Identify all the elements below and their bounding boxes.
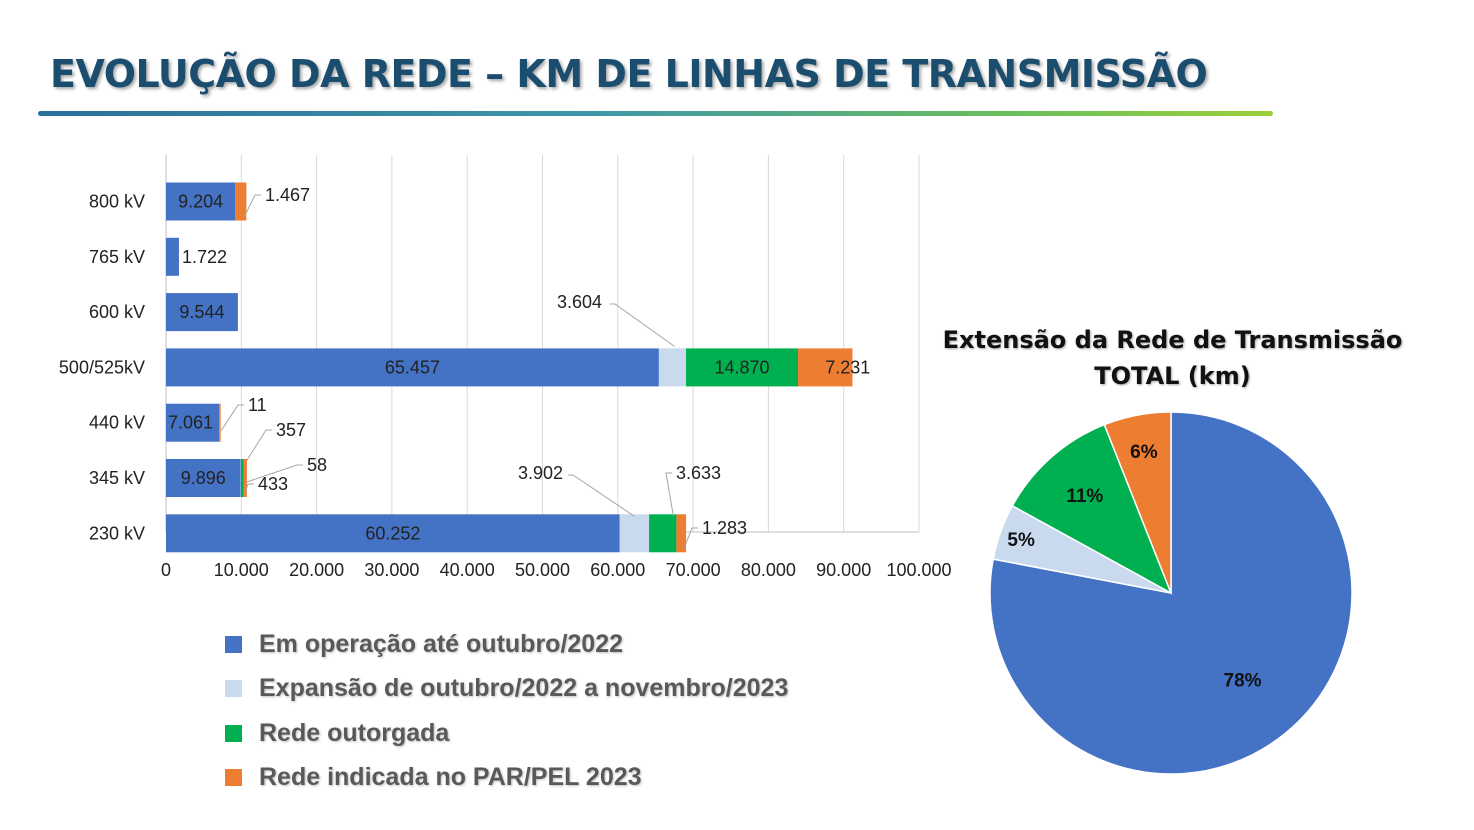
pie-title-line1: Extensão da Rede de Transmissão [942,326,1403,354]
y-category-label: 440 kV [89,413,145,433]
y-category-label: 800 kV [89,192,145,212]
leader-line [243,429,272,466]
bar-segment [166,459,241,497]
data-label: 60.252 [365,523,420,543]
bar-segment [166,293,238,332]
legend-label-par-pel: Rede indicada no PAR/PEL 2023 [259,763,642,792]
data-label: 65.457 [385,357,440,377]
data-label: 9.896 [181,468,226,488]
bar-segment [166,237,179,276]
leader-line [243,194,261,217]
leader-line [610,303,675,347]
data-label: 9.204 [178,192,223,212]
bar-segment [166,514,620,553]
legend-swatch-par-pel [225,769,242,787]
x-tick-label: 80.000 [741,560,796,580]
legend-swatch-outorgada [225,724,242,742]
bar-segment [686,348,799,387]
leader-line [665,472,674,517]
data-label: 1.283 [702,518,747,538]
page-title: EVOLUÇÃO DA REDE – KM DE LINHAS DE TRANS… [50,52,1208,96]
bar-segment [243,459,247,497]
data-label: 3.604 [557,292,602,312]
leader-line [220,404,244,431]
x-tick-label: 20.000 [289,560,344,580]
pie-chart: 78% 5% 11% 6% [989,411,1353,775]
pie-slice [1103,411,1172,594]
pie-slice-label: 6% [1130,442,1158,463]
data-label: 9.544 [179,302,224,322]
data-label: 14.870 [714,357,769,377]
pie-slice-label: 11% [1066,486,1103,507]
legend-swatch-expansao [225,680,242,698]
bar-segment [166,348,659,387]
bar-segment [219,403,221,442]
legend-label-outorgada: Rede outorgada [259,718,450,747]
data-label: 7.231 [825,357,870,377]
pie-slice-label: 78% [1224,670,1262,691]
legend-swatch-operacao [225,635,242,653]
legend-label-operacao: Em operação até outubro/2022 [259,629,624,658]
pie-title-line2: TOTAL (km) [1094,362,1251,390]
leader-line [244,483,254,495]
x-tick-label: 30.000 [364,560,419,580]
data-label: 7.061 [168,413,213,433]
bar-segment [649,514,677,553]
data-label: 357 [276,420,306,440]
x-tick-label: 70.000 [666,560,721,580]
y-category-label: 230 kV [89,523,145,543]
bar-segment [235,182,247,221]
bar-segment [658,348,687,387]
leader-line [240,464,303,485]
data-label: 3.902 [518,463,563,483]
pie-chart-title: Extensão da Rede de Transmissão TOTAL (k… [930,322,1415,394]
data-label: 58 [307,455,327,475]
leader-line [683,527,698,549]
legend-item-par-pel: Rede indicada no PAR/PEL 2023 [225,756,788,801]
y-category-label: 600 kV [89,302,145,322]
bar-segment [619,514,650,553]
pie-slice [1011,423,1173,595]
x-tick-label: 90.000 [816,560,871,580]
bar-segment [676,514,687,553]
pie-slice [989,411,1353,775]
bar-segment [798,348,853,387]
x-tick-label: 60.000 [590,560,645,580]
bar-segment [166,403,220,442]
y-category-label: 345 kV [89,468,145,488]
legend-item-operacao: Em operação até outubro/2022 [225,622,788,667]
x-tick-label: 100.000 [886,560,951,580]
data-label: 3.633 [676,463,721,483]
pie-slice-label: 5% [1007,530,1035,551]
data-label: 433 [258,474,288,494]
bar-segment [240,459,244,497]
legend-label-expansao: Expansão de outubro/2022 a novembro/2023 [259,674,789,703]
data-label: 1.467 [265,185,310,205]
bar-segment [166,182,236,221]
data-label: 1.722 [182,247,227,267]
y-category-label: 500/525kV [59,357,145,377]
y-category-label: 765 kV [89,247,145,267]
x-tick-label: 40.000 [440,560,495,580]
chart-legend: Em operação até outubro/2022 Expansão de… [225,622,788,800]
legend-item-expansao: Expansão de outubro/2022 a novembro/2023 [225,667,788,712]
title-underline [38,111,1273,116]
x-tick-label: 0 [161,560,171,580]
data-label: 11 [248,395,267,415]
x-tick-label: 50.000 [515,560,570,580]
stacked-bar-chart: 0 10.000 20.000 30.000 40.000 50.000 60.000 70.… [59,155,952,580]
x-tick-label: 10.000 [214,560,269,580]
legend-item-outorgada: Rede outorgada [225,711,788,756]
leader-line [568,474,635,517]
